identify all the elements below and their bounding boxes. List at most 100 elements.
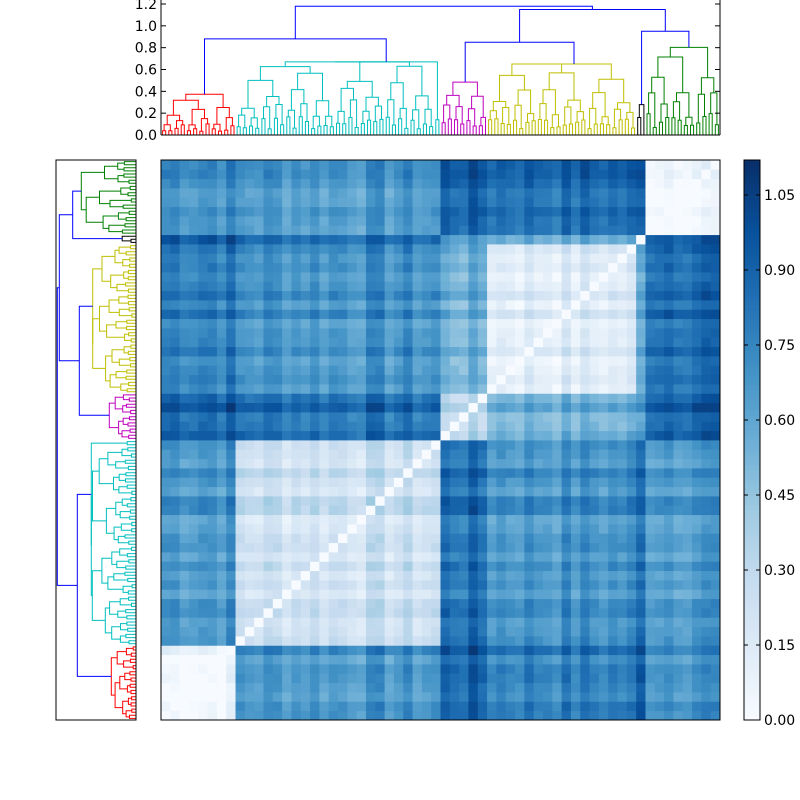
heatmap-cell bbox=[170, 300, 181, 310]
heatmap-cell bbox=[449, 300, 460, 310]
heatmap-cell bbox=[347, 664, 358, 674]
heatmap-cell bbox=[542, 412, 553, 422]
heatmap-cell bbox=[207, 533, 218, 544]
heatmap-cell bbox=[431, 197, 441, 208]
heatmap-cell bbox=[487, 290, 497, 301]
heatmap-cell bbox=[244, 393, 255, 404]
heatmap-cell bbox=[161, 505, 171, 516]
heatmap-cell bbox=[673, 514, 684, 525]
colorbar-swatch bbox=[744, 410, 760, 416]
heatmap-cell bbox=[272, 552, 283, 562]
heatmap-cell bbox=[338, 524, 348, 534]
heatmap-cell bbox=[244, 561, 255, 572]
heatmap-cell bbox=[207, 598, 218, 609]
dendrogram-link bbox=[119, 511, 131, 519]
heatmap-cell bbox=[310, 290, 320, 301]
heatmap-cell bbox=[654, 393, 665, 404]
dendrogram-link bbox=[104, 165, 118, 180]
heatmap-cell bbox=[254, 430, 264, 441]
heatmap-cell bbox=[291, 496, 302, 506]
heatmap-cell bbox=[319, 365, 330, 376]
heatmap-cell bbox=[170, 262, 181, 273]
heatmap-cell bbox=[347, 580, 358, 590]
dendrogram-link bbox=[548, 72, 575, 101]
heatmap-cell bbox=[198, 244, 208, 254]
heatmap-cell bbox=[365, 561, 376, 572]
heatmap-cell bbox=[692, 449, 702, 460]
heatmap-cell bbox=[524, 262, 535, 273]
heatmap-cell bbox=[692, 468, 702, 478]
heatmap-cell bbox=[617, 552, 628, 562]
heatmap-cell bbox=[375, 393, 385, 404]
heatmap-cell bbox=[477, 169, 488, 180]
heatmap-cell bbox=[449, 514, 460, 525]
heatmap-cell bbox=[198, 552, 208, 562]
heatmap-cell bbox=[449, 384, 460, 394]
dendrogram-link bbox=[652, 127, 657, 135]
heatmap-cell bbox=[421, 505, 432, 516]
dendrogram-link bbox=[671, 117, 676, 135]
heatmap-cell bbox=[654, 524, 665, 534]
heatmap-cell bbox=[701, 552, 712, 562]
heatmap-cell bbox=[393, 580, 404, 590]
heatmap-cell bbox=[701, 300, 712, 310]
heatmap-cell bbox=[515, 645, 525, 656]
heatmap-cell bbox=[375, 673, 385, 684]
heatmap-cell bbox=[645, 449, 656, 460]
heatmap-cell bbox=[673, 682, 684, 693]
heatmap-cell bbox=[198, 188, 208, 198]
colorbar-swatch bbox=[744, 625, 760, 631]
heatmap-cell bbox=[347, 673, 358, 684]
heatmap-cell bbox=[664, 524, 674, 534]
heatmap-cell bbox=[170, 477, 181, 488]
dendrogram-link bbox=[130, 238, 136, 243]
heatmap-cell bbox=[347, 178, 358, 189]
heatmap-cell bbox=[393, 682, 404, 693]
dendrogram-link bbox=[111, 551, 120, 565]
heatmap-cell bbox=[244, 244, 255, 254]
heatmap-cell bbox=[347, 486, 358, 497]
heatmap-cell bbox=[552, 477, 563, 488]
heatmap-cell bbox=[161, 300, 171, 310]
heatmap-cell bbox=[161, 701, 171, 712]
dendrogram-link bbox=[567, 99, 581, 112]
heatmap-cell bbox=[524, 318, 535, 329]
heatmap-cell bbox=[393, 430, 404, 441]
heatmap-cell bbox=[664, 262, 674, 273]
dendrogram-link bbox=[121, 448, 132, 457]
heatmap-cell bbox=[598, 589, 609, 600]
heatmap-cell bbox=[524, 673, 535, 684]
heatmap-cell bbox=[468, 626, 479, 637]
heatmap-cell bbox=[561, 328, 572, 338]
heatmap-cell bbox=[179, 701, 190, 712]
heatmap-cell bbox=[375, 337, 385, 348]
heatmap-cell bbox=[207, 664, 218, 674]
heatmap-cell bbox=[552, 542, 563, 553]
heatmap-cell bbox=[561, 710, 572, 721]
heatmap-cell bbox=[403, 365, 413, 376]
heatmap-cell bbox=[421, 402, 432, 413]
heatmap-cell bbox=[347, 309, 358, 320]
dendrogram-link bbox=[700, 77, 715, 95]
heatmap-cell bbox=[244, 318, 255, 329]
heatmap-cell bbox=[533, 421, 544, 432]
heatmap-cell bbox=[263, 384, 274, 394]
heatmap-cell bbox=[347, 654, 358, 665]
heatmap-cell bbox=[664, 561, 674, 572]
heatmap-cell bbox=[477, 272, 488, 282]
heatmap-cell bbox=[403, 244, 413, 254]
heatmap-cell bbox=[570, 290, 581, 301]
heatmap-cell bbox=[188, 374, 199, 385]
heatmap-cell bbox=[170, 561, 181, 572]
heatmap-cell bbox=[589, 290, 600, 301]
heatmap-cell bbox=[375, 664, 385, 674]
heatmap-cell bbox=[393, 701, 404, 712]
heatmap-cell bbox=[459, 654, 469, 665]
dendrogram-link bbox=[127, 422, 136, 427]
heatmap-cell bbox=[552, 505, 563, 516]
heatmap-cell bbox=[347, 505, 358, 516]
heatmap-cell bbox=[356, 234, 367, 245]
heatmap-cell bbox=[188, 328, 199, 338]
heatmap-cell bbox=[580, 486, 590, 497]
heatmap-cell bbox=[552, 533, 563, 544]
